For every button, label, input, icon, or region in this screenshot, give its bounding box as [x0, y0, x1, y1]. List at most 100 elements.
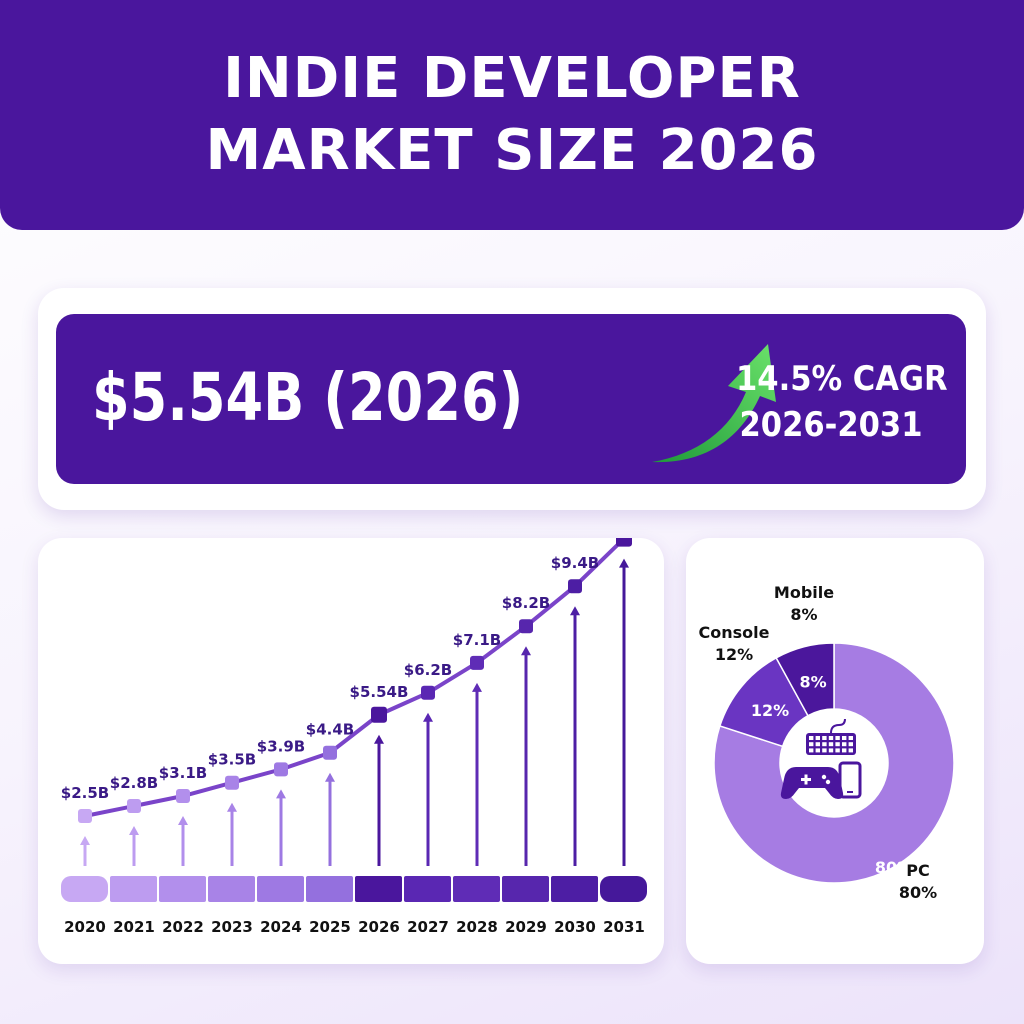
growth-arrow-head: [178, 816, 188, 826]
data-label: $2.8B: [110, 774, 158, 792]
data-label: $3.1B: [159, 764, 207, 782]
keyboard-icon-key: [809, 742, 814, 747]
data-label: $9.4B: [551, 554, 599, 572]
timeline-band-cell: [600, 876, 647, 902]
data-point-marker: [568, 579, 582, 594]
timeline-band-cell: [306, 876, 353, 902]
data-label: $8.2B: [502, 594, 550, 612]
data-point-marker: [519, 619, 533, 634]
data-label: $4.4B: [306, 721, 354, 739]
growth-arrow-head: [619, 558, 629, 568]
data-point-marker: [176, 789, 190, 804]
gamepad-icon-button: [825, 779, 831, 785]
keyboard-icon-key: [842, 748, 847, 753]
keyboard-icon-key: [822, 748, 827, 753]
keyboard-icon-key: [822, 742, 827, 747]
keyboard-icon-key: [809, 736, 814, 740]
data-point-marker: [274, 762, 288, 777]
keyboard-icon-key: [822, 736, 827, 740]
phone-icon-body: [838, 761, 862, 799]
page-title-line-2: MARKET SIZE 2026: [205, 118, 819, 183]
gamepad-icon: [780, 767, 844, 799]
growth-arrow-head: [325, 772, 335, 782]
title-banner: INDIE DEVELOPER MARKET SIZE 2026: [0, 0, 1024, 230]
pie-slice-pc: [713, 642, 955, 884]
keyboard-icon-key: [828, 748, 834, 753]
gamepad-icon-button: [821, 774, 827, 780]
keyboard-icon-key: [842, 736, 847, 740]
x-axis-tick-label: 2023: [211, 918, 253, 936]
kpi-market-value: $5.54B (2026): [92, 359, 524, 436]
growth-arrow-head: [423, 712, 433, 722]
data-label: $2.5B: [61, 784, 109, 802]
pie-slice-mobile: [775, 642, 835, 717]
data-label: $3.5B: [208, 751, 256, 769]
growth-arrow-head: [80, 836, 90, 845]
timeline-band-cell: [257, 876, 304, 902]
keyboard-icon-key: [815, 742, 820, 747]
x-axis-tick-label: 2031: [603, 918, 645, 936]
data-point-marker: [225, 775, 239, 790]
x-axis-tick-label: 2024: [260, 918, 302, 936]
timeline-band-cell: [355, 876, 402, 902]
keyboard-icon-key: [835, 748, 840, 753]
pie-slice-value-label: 12%: [751, 701, 789, 720]
data-point-marker: [421, 685, 435, 700]
x-axis-tick-label: 2021: [113, 918, 155, 936]
timeline-band-cell: [404, 876, 451, 902]
pie-callout-value: 80%: [899, 883, 937, 902]
pie-callout-value: 12%: [715, 645, 753, 664]
x-axis-tick-label: 2028: [456, 918, 498, 936]
kpi-cagr-rate: 14.5% CAGR: [736, 359, 948, 399]
data-point-marker: [78, 809, 92, 823]
data-point-marker: [371, 706, 387, 723]
x-axis-tick-label: 2030: [554, 918, 596, 936]
timeline-band-cell: [61, 876, 108, 902]
pie-slice-value-label: 80%: [875, 858, 913, 877]
pie-callout-name: Mobile: [774, 583, 834, 602]
data-point-marker: [616, 530, 632, 547]
keyboard-icon-key: [835, 742, 840, 747]
keyboard-icon-key: [809, 748, 814, 753]
growth-arrow-head: [374, 734, 384, 744]
keyboard-icon-key: [848, 748, 853, 753]
data-point-marker: [127, 799, 141, 814]
keyboard-icon-cable: [830, 718, 846, 734]
data-point-marker: [470, 655, 484, 670]
keyboard-icon-key: [815, 736, 820, 740]
pie-slice-value-label: 8%: [800, 673, 827, 692]
keyboard-icon-key: [835, 736, 840, 740]
gamepad-icon-dpad-v: [804, 774, 808, 785]
timeline-band-cell: [110, 876, 157, 902]
keyboard-icon-key: [848, 742, 853, 747]
timeline-band-cell: [159, 876, 206, 902]
data-label: $5.54B: [350, 683, 409, 701]
keyboard-icon: [806, 718, 856, 755]
phone-icon: [838, 761, 862, 799]
data-label: $6.2B: [404, 661, 452, 679]
growth-arrow-head: [570, 606, 580, 616]
data-label: $3.9B: [257, 737, 305, 755]
keyboard-icon-key: [815, 748, 820, 753]
keyboard-icon-key: [848, 736, 853, 740]
x-axis-tick-label: 2026: [358, 918, 400, 936]
x-axis-tick-label: 2025: [309, 918, 351, 936]
data-point-marker: [323, 745, 337, 760]
pie-callout-name: PC: [906, 861, 929, 880]
growth-arrow-head: [276, 789, 286, 799]
x-axis-tick-label: 2020: [64, 918, 106, 936]
timeline-band-cell: [208, 876, 255, 902]
pie-callout-name: Console: [699, 623, 770, 642]
x-axis-tick-label: 2029: [505, 918, 547, 936]
keyboard-icon-key: [828, 736, 834, 740]
trend-line: [84, 537, 626, 818]
growth-arrow-icon: [652, 344, 776, 463]
pie-callout-value: 8%: [790, 605, 817, 624]
x-axis-tick-label: 2022: [162, 918, 204, 936]
keyboard-icon-key: [842, 742, 847, 747]
keyboard-icon-key: [828, 742, 834, 747]
timeline-band-cell: [502, 876, 549, 902]
growth-arrow-head: [472, 682, 482, 692]
growth-arrow-head: [129, 826, 139, 836]
